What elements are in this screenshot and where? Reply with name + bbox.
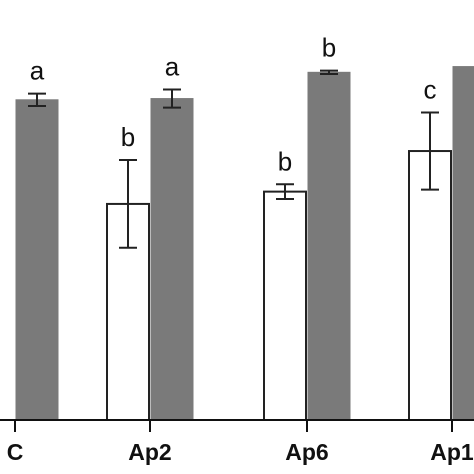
error-bar-series1-ap1 xyxy=(421,111,439,191)
bar-series1-ap6 xyxy=(263,190,307,421)
x-tick-label-ap2: Ap2 xyxy=(128,439,171,465)
error-bar-series1-ap6 xyxy=(276,183,294,201)
bars-layer xyxy=(15,66,474,421)
bar-series1-ap1 xyxy=(408,150,452,421)
x-tick-label-ap1: Ap1 xyxy=(430,439,474,465)
error-bar-series2-ap6 xyxy=(320,69,338,75)
bar-series2-ap1 xyxy=(452,66,474,421)
bar-series2-ap2 xyxy=(150,98,194,421)
bar-series2-ap6 xyxy=(307,71,351,421)
x-tick-labels-layer: C Ap2 Ap6 Ap1 xyxy=(7,439,474,465)
significance-letter: b xyxy=(278,146,292,176)
x-tick-label-c: C xyxy=(7,439,24,465)
significance-letter: b xyxy=(322,33,336,63)
error-bar-series2-c xyxy=(28,92,46,107)
bar-series2-c xyxy=(15,99,59,421)
error-bar-series2-ap2 xyxy=(163,88,181,109)
significance-letter: b xyxy=(121,122,135,152)
significance-letter: c xyxy=(424,75,437,105)
significance-letters-layer: b b c a a b xyxy=(30,33,437,177)
significance-letter: a xyxy=(30,56,45,86)
x-tick-label-ap6: Ap6 xyxy=(285,439,328,465)
error-bars-layer xyxy=(28,69,439,249)
x-ticks-layer xyxy=(14,420,453,432)
error-bar-series1-ap2 xyxy=(119,159,137,249)
significance-letter: a xyxy=(165,52,180,82)
